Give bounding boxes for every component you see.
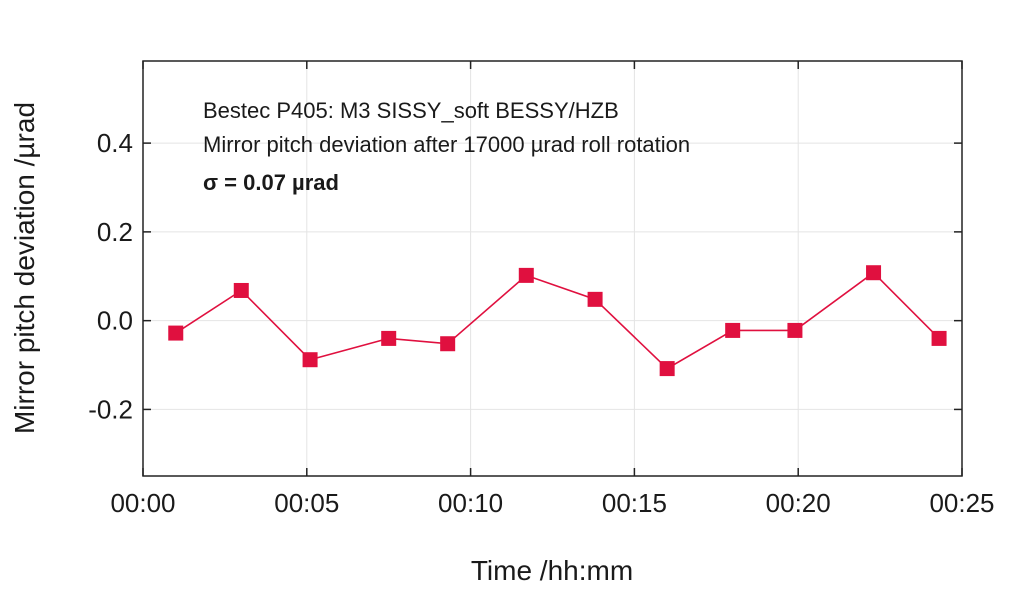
data-point bbox=[302, 352, 318, 368]
data-point bbox=[787, 322, 803, 338]
x-tick-label: 00:05 bbox=[274, 488, 339, 518]
data-point bbox=[518, 267, 534, 283]
axis-ticks bbox=[142, 61, 963, 476]
annotation-line-2: Mirror pitch deviation after 17000 µrad … bbox=[203, 132, 690, 157]
annotation-sigma: σ = 0.07 µrad bbox=[203, 170, 339, 195]
data-point bbox=[587, 291, 603, 307]
data-point bbox=[440, 336, 456, 352]
x-tick-label: 00:15 bbox=[602, 488, 667, 518]
y-tick-label: 0.2 bbox=[97, 217, 133, 247]
y-axis-title: Mirror pitch deviation /µrad bbox=[9, 102, 40, 434]
tick-labels: 00:00 00:05 00:10 00:15 00:20 00:25 -0.2 0.0 0.2… bbox=[88, 128, 994, 518]
data-point bbox=[381, 330, 397, 346]
x-tick-label: 00:10 bbox=[438, 488, 503, 518]
data-point bbox=[168, 325, 184, 341]
series-line bbox=[175, 271, 940, 370]
y-tick-label: -0.2 bbox=[88, 394, 133, 424]
data-point bbox=[725, 322, 741, 338]
x-tick-label: 00:00 bbox=[110, 488, 175, 518]
grid-lines bbox=[143, 61, 962, 476]
data-point bbox=[931, 330, 947, 346]
y-tick-label: 0.4 bbox=[97, 128, 133, 158]
annotation-line-1: Bestec P405: M3 SISSY_soft BESSY/HZB bbox=[203, 98, 619, 123]
x-axis-title: Time /hh:mm bbox=[471, 555, 633, 586]
y-tick-label: 0.0 bbox=[97, 306, 133, 336]
plot-frame bbox=[142, 60, 963, 477]
annotations: Bestec P405: M3 SISSY_soft BESSY/HZB Mir… bbox=[203, 98, 690, 195]
data-point bbox=[233, 282, 249, 298]
x-tick-label: 00:20 bbox=[766, 488, 831, 518]
x-tick-label: 00:25 bbox=[929, 488, 994, 518]
data-point bbox=[659, 361, 675, 377]
series-group bbox=[168, 265, 947, 377]
data-point bbox=[866, 265, 882, 281]
